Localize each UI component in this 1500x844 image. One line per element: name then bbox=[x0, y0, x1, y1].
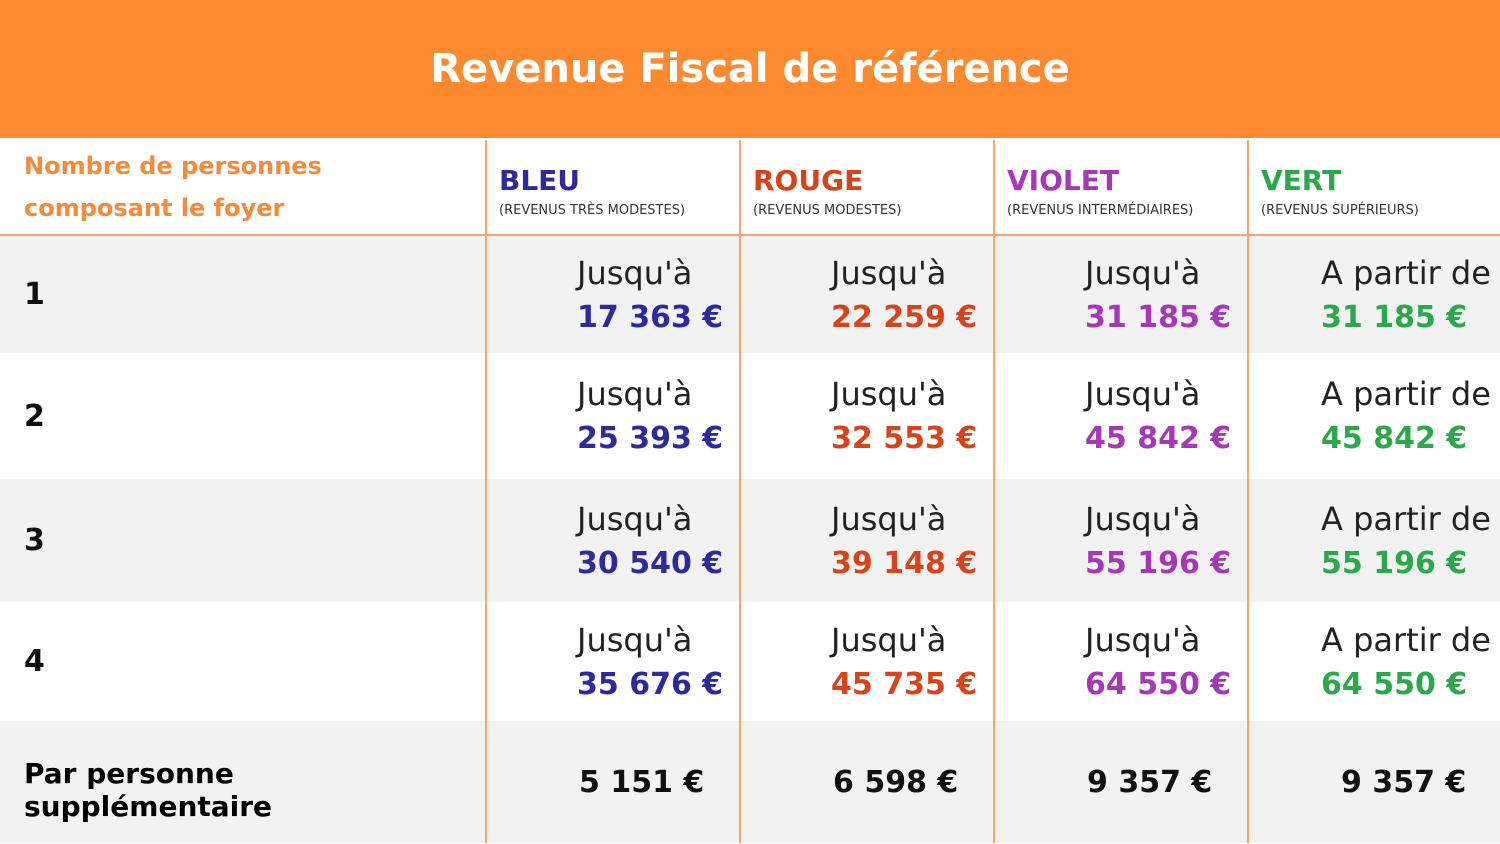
amount: 31 185 € bbox=[1085, 299, 1232, 335]
footer-cell: 5 151 € bbox=[485, 721, 740, 843]
value-cell: Jusqu'à 25 393 € bbox=[485, 353, 740, 479]
amount: 55 196 € bbox=[1085, 545, 1232, 581]
value-cell: Jusqu'à 35 676 € bbox=[485, 602, 740, 721]
footer-amount: 5 151 € bbox=[579, 764, 705, 800]
column-name: VIOLET bbox=[1007, 164, 1119, 197]
amount: 25 393 € bbox=[577, 421, 724, 456]
amount: 30 540 € bbox=[577, 545, 724, 581]
amount: 64 550 € bbox=[1085, 666, 1232, 702]
prefix: Jusqu'à bbox=[1085, 620, 1201, 659]
prefix: A partir de bbox=[1321, 499, 1491, 538]
footer-cell: 6 598 € bbox=[739, 721, 994, 843]
value-cell: Jusqu'à 55 196 € bbox=[993, 479, 1248, 602]
value-cell: A partir de 55 196 € bbox=[1247, 479, 1500, 602]
prefix: Jusqu'à bbox=[577, 253, 693, 292]
amount: 45 842 € bbox=[1321, 421, 1468, 456]
amount: 39 148 € bbox=[831, 545, 978, 581]
value-cell: Jusqu'à 22 259 € bbox=[739, 235, 994, 353]
footer-cell: 9 357 € bbox=[993, 721, 1248, 843]
value-cell: A partir de 31 185 € bbox=[1247, 235, 1500, 353]
column-name: ROUGE bbox=[753, 164, 864, 197]
value-cell: A partir de 45 842 € bbox=[1247, 353, 1500, 479]
title: Revenue Fiscal de référence bbox=[0, 0, 1500, 138]
row-label-cell: 4 bbox=[0, 602, 486, 721]
header-row: Nombre de personnes composant le foyer BL… bbox=[0, 138, 1500, 236]
prefix: Jusqu'à bbox=[831, 499, 947, 538]
amount: 45 735 € bbox=[831, 666, 978, 702]
prefix: A partir de bbox=[1321, 375, 1491, 413]
prefix: A partir de bbox=[1321, 620, 1491, 659]
footer-label-cell: Par personne supplémentaire bbox=[0, 721, 486, 843]
header-cell: Nombre de personnes composant le foyer bbox=[0, 138, 486, 236]
prefix: Jusqu'à bbox=[577, 620, 693, 659]
income-table: Nombre de personnes composant le foyer BL… bbox=[0, 138, 1500, 843]
column-name: BLEU bbox=[499, 164, 581, 197]
value-cell: Jusqu'à 31 185 € bbox=[993, 235, 1248, 353]
amount: 17 363 € bbox=[577, 299, 724, 335]
row-label: 2 bbox=[24, 398, 45, 434]
column-subtitle: (REVENUS SUPÉRIEURS) bbox=[1261, 203, 1419, 218]
value-cell: Jusqu'à 45 735 € bbox=[739, 602, 994, 721]
prefix: Jusqu'à bbox=[577, 499, 693, 538]
column-header: VIOLET (REVENUS INTERMÉDIAIRES) bbox=[993, 138, 1248, 236]
row-label-cell: 2 bbox=[0, 353, 486, 479]
footer-amount: 9 357 € bbox=[1341, 764, 1467, 800]
amount: 32 553 € bbox=[831, 421, 978, 456]
value-cell: Jusqu'à 17 363 € bbox=[485, 235, 740, 353]
prefix: Jusqu'à bbox=[1085, 253, 1201, 292]
amount: 22 259 € bbox=[831, 299, 978, 335]
prefix: Jusqu'à bbox=[831, 253, 947, 292]
header-label: Nombre de personnes composant le foyer bbox=[24, 152, 322, 222]
table-row: 4 Jusqu'à 35 676 € Jusqu'à 45 735 € Jusqu'à 64… bbox=[0, 602, 1500, 721]
column-name: VERT bbox=[1261, 164, 1342, 197]
column-header: BLEU (REVENUS TRÈS MODESTES) bbox=[485, 138, 740, 236]
prefix: Jusqu'à bbox=[1085, 499, 1201, 538]
footer-cell: 9 357 € bbox=[1247, 721, 1500, 843]
column-subtitle: (REVENUS TRÈS MODESTES) bbox=[499, 203, 686, 218]
amount: 31 185 € bbox=[1321, 299, 1468, 335]
amount: 35 676 € bbox=[577, 666, 724, 702]
row-label: 4 bbox=[24, 644, 45, 679]
prefix: Jusqu'à bbox=[831, 375, 947, 413]
prefix: A partir de bbox=[1321, 253, 1491, 292]
prefix: Jusqu'à bbox=[831, 620, 947, 659]
value-cell: Jusqu'à 64 550 € bbox=[993, 602, 1248, 721]
column-header: VERT (REVENUS SUPÉRIEURS) bbox=[1247, 138, 1500, 236]
prefix: Jusqu'à bbox=[1085, 375, 1201, 413]
row-label: 1 bbox=[24, 277, 45, 312]
column-subtitle: (REVENUS INTERMÉDIAIRES) bbox=[1007, 203, 1194, 218]
column-header: ROUGE (REVENUS MODESTES) bbox=[739, 138, 994, 236]
footer-amount: 6 598 € bbox=[833, 764, 959, 800]
value-cell: Jusqu'à 32 553 € bbox=[739, 353, 994, 479]
table-row: 1 Jusqu'à 17 363 € Jusqu'à 22 259 € Jusqu'à 31… bbox=[0, 235, 1500, 353]
value-cell: Jusqu'à 45 842 € bbox=[993, 353, 1248, 479]
amount: 55 196 € bbox=[1321, 545, 1468, 581]
value-cell: A partir de 64 550 € bbox=[1247, 602, 1500, 721]
table-row: 2 Jusqu'à 25 393 € Jusqu'à 32 553 € Jusqu'à 45… bbox=[0, 353, 1500, 479]
amount: 64 550 € bbox=[1321, 666, 1468, 702]
row-label-cell: 1 bbox=[0, 235, 486, 353]
row-label: 3 bbox=[24, 523, 45, 558]
value-cell: Jusqu'à 39 148 € bbox=[739, 479, 994, 602]
footer-amount: 9 357 € bbox=[1087, 764, 1213, 800]
value-cell: Jusqu'à 30 540 € bbox=[485, 479, 740, 602]
prefix: Jusqu'à bbox=[577, 375, 693, 413]
column-subtitle: (REVENUS MODESTES) bbox=[753, 203, 902, 218]
amount: 45 842 € bbox=[1085, 421, 1232, 456]
footer-row: Par personne supplémentaire 5 151 € 6 598 … bbox=[0, 721, 1500, 843]
table-row: 3 Jusqu'à 30 540 € Jusqu'à 39 148 € Jusqu'à 55… bbox=[0, 479, 1500, 602]
footer-label: Par personne supplémentaire bbox=[24, 757, 273, 823]
row-label-cell: 3 bbox=[0, 479, 486, 602]
